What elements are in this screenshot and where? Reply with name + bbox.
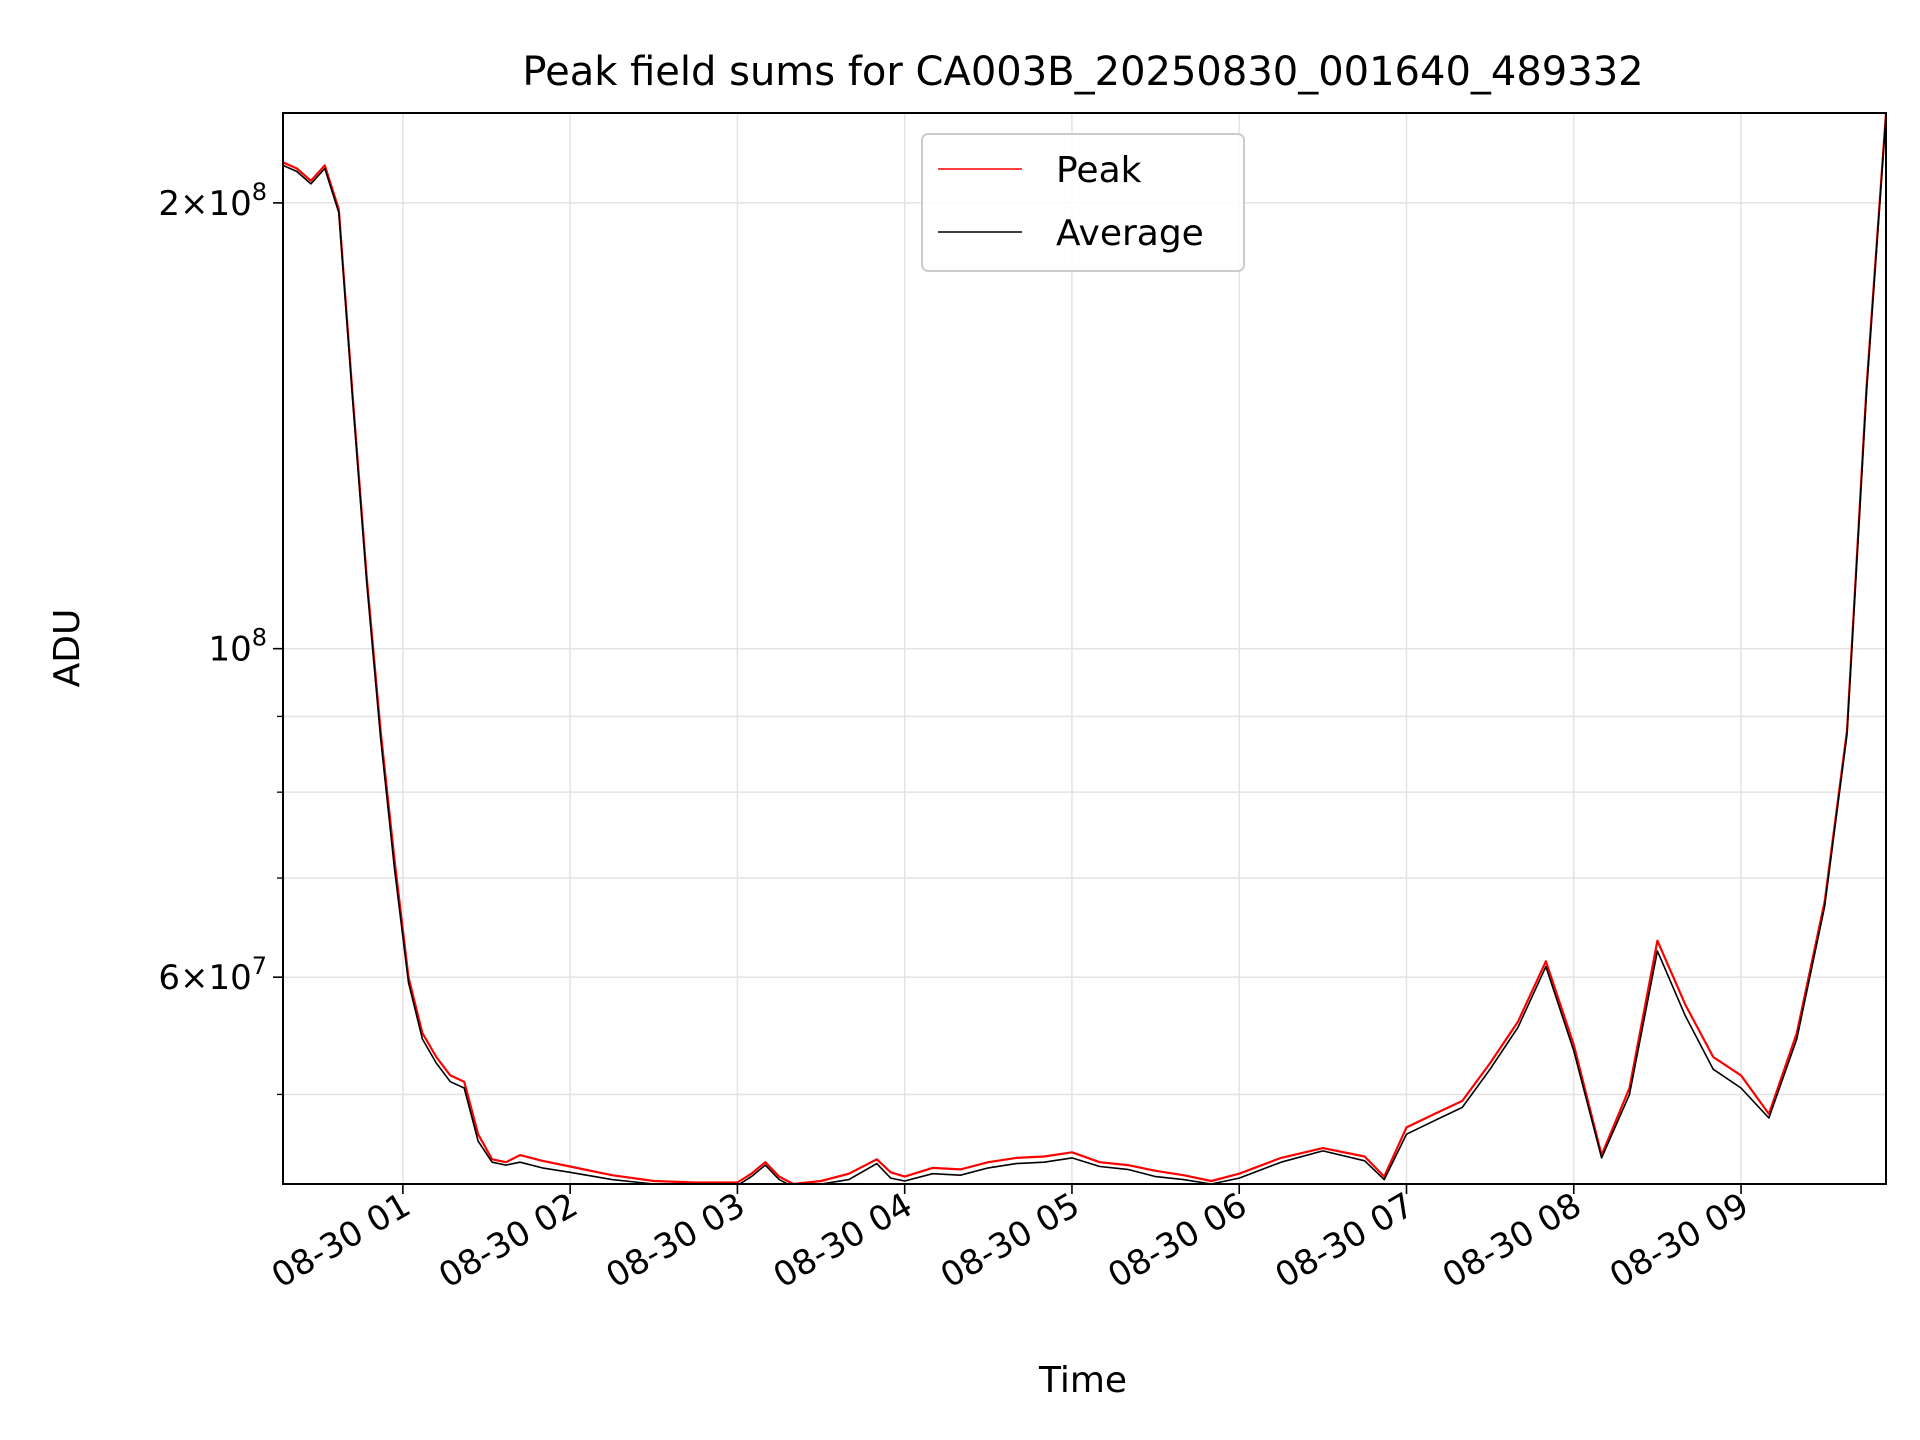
series-line-peak [283, 113, 1886, 1184]
legend-label-peak: Peak [1056, 150, 1142, 191]
chart-title: Peak field sums for CA003B_20250830_0016… [522, 49, 1643, 95]
legend: Peak Average [921, 133, 1245, 272]
x-axis-label: Time [1038, 1360, 1127, 1401]
plot-lines [283, 113, 1886, 1184]
series-line-average [283, 115, 1886, 1184]
grid [283, 113, 1886, 1184]
y-axis-label: ADU [47, 609, 88, 688]
y-tick-label: 108 [208, 624, 267, 670]
y-tick-label: 2×108 [158, 178, 267, 224]
y-axis: 6×107 108 2×108 [158, 178, 283, 1096]
y-tick-label: 6×107 [158, 952, 267, 998]
legend-label-average: Average [1056, 213, 1204, 254]
